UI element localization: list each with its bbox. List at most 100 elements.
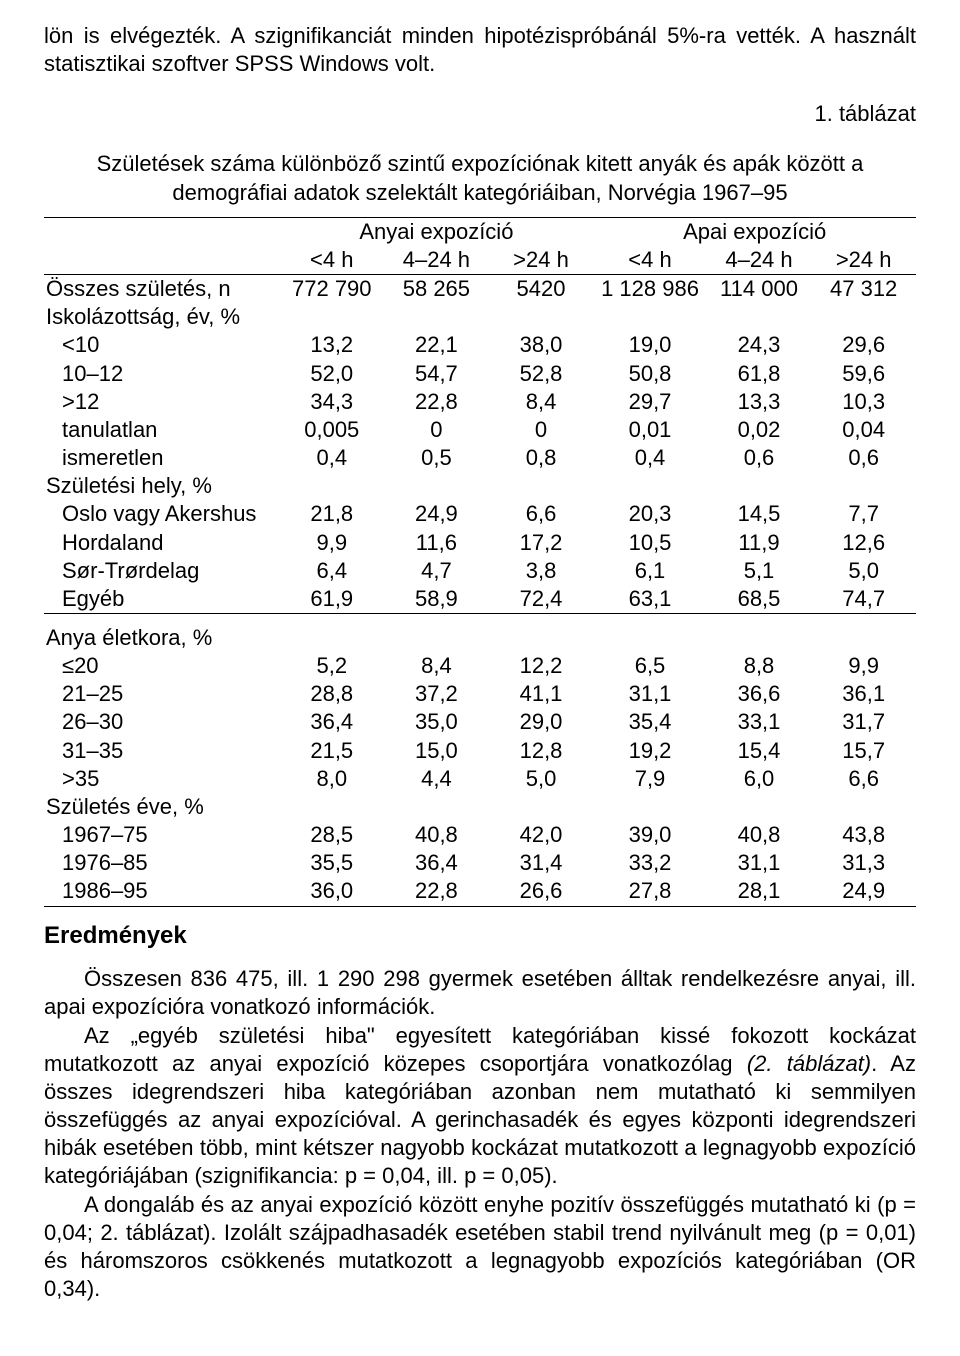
cell: 5,0	[811, 557, 916, 585]
table-row: Iskolázottság, év, %	[44, 303, 916, 331]
cell: 13,2	[279, 331, 384, 359]
table-row: Oslo vagy Akershus21,824,96,620,314,57,7	[44, 500, 916, 528]
table-row: 1986–9536,022,826,627,828,124,9	[44, 877, 916, 906]
cell	[593, 472, 706, 500]
cell: 22,8	[384, 877, 489, 906]
col-header: <4 h	[279, 246, 384, 275]
cell	[593, 793, 706, 821]
cell: 36,4	[384, 849, 489, 877]
table-number: 1. táblázat	[44, 100, 916, 128]
table-row: ≤205,28,412,26,58,89,9	[44, 652, 916, 680]
row-label: 21–25	[44, 680, 279, 708]
cell: 29,0	[489, 708, 594, 736]
table-row: Hordaland9,911,617,210,511,912,6	[44, 529, 916, 557]
cell	[279, 624, 384, 652]
table-row: 10–1252,054,752,850,861,859,6	[44, 360, 916, 388]
row-label: Egyéb	[44, 585, 279, 614]
cell: 7,7	[811, 500, 916, 528]
cell	[489, 793, 594, 821]
table-row: Születés éve, %	[44, 793, 916, 821]
cell: 6,6	[811, 765, 916, 793]
cell: 39,0	[593, 821, 706, 849]
cell: 33,2	[593, 849, 706, 877]
row-label: tanulatlan	[44, 416, 279, 444]
cell: 42,0	[489, 821, 594, 849]
cell	[279, 472, 384, 500]
cell: 35,5	[279, 849, 384, 877]
table-row: 26–3036,435,029,035,433,131,7	[44, 708, 916, 736]
cell: 0,6	[811, 444, 916, 472]
col-header: >24 h	[489, 246, 594, 275]
cell: 5420	[489, 275, 594, 304]
cell: 41,1	[489, 680, 594, 708]
cell: 12,2	[489, 652, 594, 680]
cell: 15,4	[707, 737, 812, 765]
cell: 9,9	[811, 652, 916, 680]
cell	[593, 303, 706, 331]
table-row: tanulatlan0,005000,010,020,04	[44, 416, 916, 444]
cell: 38,0	[489, 331, 594, 359]
cell	[593, 624, 706, 652]
cell	[811, 624, 916, 652]
cell: 8,8	[707, 652, 812, 680]
cell: 58,9	[384, 585, 489, 614]
cell: 28,5	[279, 821, 384, 849]
row-label: 26–30	[44, 708, 279, 736]
cell: 24,3	[707, 331, 812, 359]
cell: 20,3	[593, 500, 706, 528]
intro-paragraph: lön is elvégezték. A szignifikanciát min…	[44, 22, 916, 78]
cell: 5,0	[489, 765, 594, 793]
cell	[384, 303, 489, 331]
cell: 31,1	[593, 680, 706, 708]
table-row: Sør-Trørdelag6,44,73,86,15,15,0	[44, 557, 916, 585]
results-heading: Eredmények	[44, 921, 916, 952]
results-body: Összesen 836 475, ill. 1 290 298 gyermek…	[44, 965, 916, 1303]
cell: 27,8	[593, 877, 706, 906]
cell: 36,4	[279, 708, 384, 736]
cell: 61,8	[707, 360, 812, 388]
cell: 35,4	[593, 708, 706, 736]
table-header-row-2: <4 h 4–24 h >24 h <4 h 4–24 h >24 h	[44, 246, 916, 275]
row-label: ≤20	[44, 652, 279, 680]
cell: 36,0	[279, 877, 384, 906]
row-label: Születés éve, %	[44, 793, 279, 821]
cell: 31,7	[811, 708, 916, 736]
cell: 52,0	[279, 360, 384, 388]
table-row: <1013,222,138,019,024,329,6	[44, 331, 916, 359]
cell: 15,0	[384, 737, 489, 765]
cell: 29,7	[593, 388, 706, 416]
cell	[811, 793, 916, 821]
cell: 36,1	[811, 680, 916, 708]
cell: 24,9	[811, 877, 916, 906]
col-header: 4–24 h	[707, 246, 812, 275]
table-header-row-1: Anyai expozíció Apai expozíció	[44, 217, 916, 246]
cell: 43,8	[811, 821, 916, 849]
row-label: Anya életkora, %	[44, 624, 279, 652]
cell	[707, 303, 812, 331]
cell: 24,9	[384, 500, 489, 528]
table-row: 21–2528,837,241,131,136,636,1	[44, 680, 916, 708]
cell: 5,1	[707, 557, 812, 585]
row-label: >35	[44, 765, 279, 793]
results-p1: Összesen 836 475, ill. 1 290 298 gyermek…	[44, 965, 916, 1021]
cell: 21,5	[279, 737, 384, 765]
cell: 0,4	[279, 444, 384, 472]
table-row: >358,04,45,07,96,06,6	[44, 765, 916, 793]
cell	[384, 472, 489, 500]
table-row: 1976–8535,536,431,433,231,131,3	[44, 849, 916, 877]
cell	[279, 793, 384, 821]
cell: 5,2	[279, 652, 384, 680]
cell: 10,5	[593, 529, 706, 557]
cell: 22,1	[384, 331, 489, 359]
cell: 31,4	[489, 849, 594, 877]
spacer-row	[44, 613, 916, 624]
cell	[811, 303, 916, 331]
row-label: >12	[44, 388, 279, 416]
cell: 0	[384, 416, 489, 444]
paternal-header: Apai expozíció	[593, 217, 916, 246]
cell: 0,4	[593, 444, 706, 472]
maternal-header: Anyai expozíció	[279, 217, 593, 246]
cell: 59,6	[811, 360, 916, 388]
cell: 0,6	[707, 444, 812, 472]
cell: 63,1	[593, 585, 706, 614]
